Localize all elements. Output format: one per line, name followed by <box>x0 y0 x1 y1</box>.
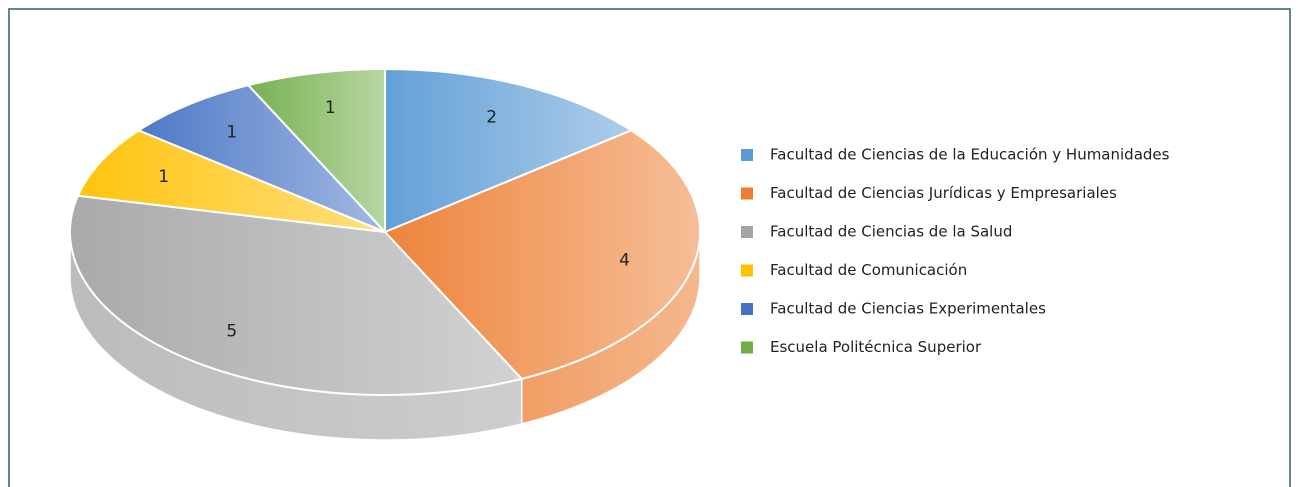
legend-label: Facultad de Ciencias Experimentales <box>770 300 1046 318</box>
slice <box>69 194 524 396</box>
legend-label: Facultad de Comunicación <box>770 261 967 279</box>
slice <box>246 67 386 235</box>
slice <box>383 129 701 380</box>
legend-label: Facultad de Ciencias de la Salud <box>770 223 1012 241</box>
legend-swatch <box>741 264 753 277</box>
data-label: 5 <box>226 321 237 341</box>
legend-swatch <box>741 341 753 354</box>
data-label: 1 <box>158 167 169 187</box>
frame <box>8 8 1291 487</box>
legend-swatch <box>741 226 753 238</box>
data-label: 2 <box>486 107 497 127</box>
legend-swatch <box>741 187 753 200</box>
slice <box>136 84 386 233</box>
legend-label: Escuela Politécnica Superior <box>770 338 982 356</box>
slice <box>384 67 634 234</box>
data-label: 1 <box>325 98 336 118</box>
legend-swatch <box>741 303 753 315</box>
legend-label: Facultad de Ciencias de la Educación y H… <box>770 146 1170 164</box>
data-label: 1 <box>226 123 237 143</box>
data-label: 4 <box>619 250 630 270</box>
slice <box>76 129 386 233</box>
legend-label: Facultad de Ciencias Jurídicas y Empresa… <box>770 184 1117 202</box>
legend-swatch <box>741 149 753 161</box>
